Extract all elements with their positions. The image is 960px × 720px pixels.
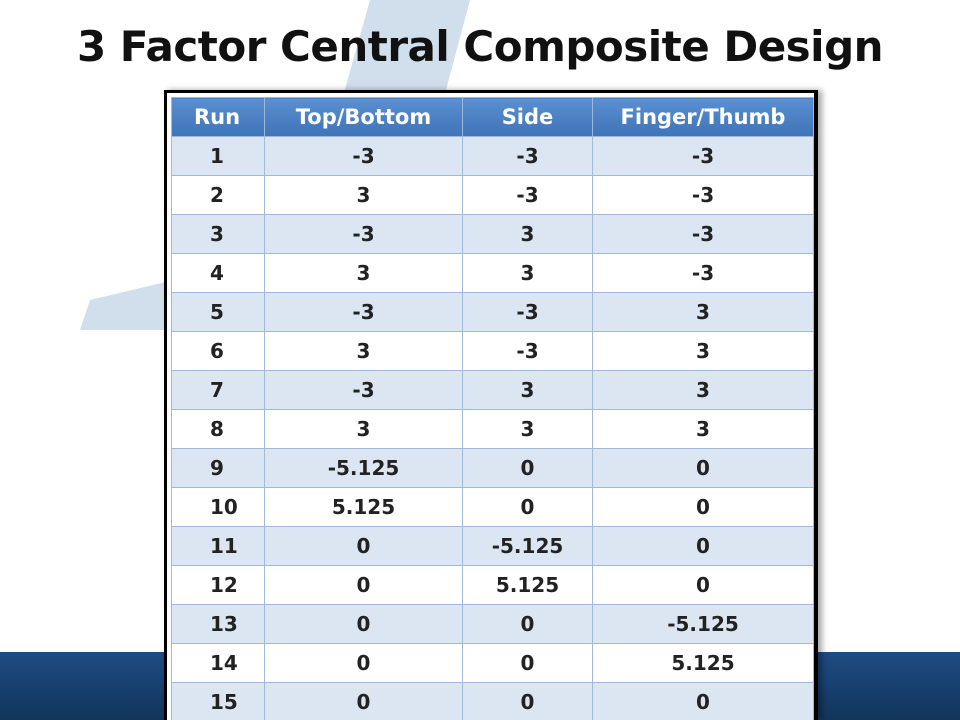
cell-top-bottom: 3 xyxy=(264,253,463,293)
header-finger-thumb: Finger/Thumb xyxy=(592,97,814,137)
cell-run: 2 xyxy=(171,175,265,215)
header-run: Run xyxy=(171,97,265,137)
cell-finger-thumb: 3 xyxy=(592,409,814,449)
cell-top-bottom: -3 xyxy=(264,370,463,410)
design-table: Run Top/Bottom Side Finger/Thumb 1 -3 -3… xyxy=(171,97,814,720)
cell-run: 11 xyxy=(171,526,265,566)
cell-side: -3 xyxy=(462,331,593,371)
table-row: 4 3 3 -3 xyxy=(171,253,814,293)
cell-finger-thumb: -3 xyxy=(592,136,814,176)
cell-finger-thumb: 5.125 xyxy=(592,643,814,683)
table-row: 12 0 5.125 0 xyxy=(171,565,814,605)
table-row: 6 3 -3 3 xyxy=(171,331,814,371)
cell-top-bottom: 0 xyxy=(264,643,463,683)
cell-top-bottom: 0 xyxy=(264,565,463,605)
cell-finger-thumb: 3 xyxy=(592,292,814,332)
cell-top-bottom: 3 xyxy=(264,409,463,449)
table-row: 14 0 0 5.125 xyxy=(171,643,814,683)
table-row: 13 0 0 -5.125 xyxy=(171,604,814,644)
cell-side: 3 xyxy=(462,409,593,449)
table-row: 2 3 -3 -3 xyxy=(171,175,814,215)
table-row: 11 0 -5.125 0 xyxy=(171,526,814,566)
table-header-row: Run Top/Bottom Side Finger/Thumb xyxy=(171,97,814,137)
table-row: 9 -5.125 0 0 xyxy=(171,448,814,488)
cell-top-bottom: 0 xyxy=(264,682,463,720)
cell-finger-thumb: 0 xyxy=(592,565,814,605)
table-row: 5 -3 -3 3 xyxy=(171,292,814,332)
table-body: 1 -3 -3 -3 2 3 -3 -3 3 -3 3 -3 xyxy=(171,136,814,720)
cell-finger-thumb: 0 xyxy=(592,487,814,527)
cell-run: 1 xyxy=(171,136,265,176)
header-top-bottom: Top/Bottom xyxy=(264,97,463,137)
design-table-frame: Run Top/Bottom Side Finger/Thumb 1 -3 -3… xyxy=(164,90,818,720)
cell-side: 0 xyxy=(462,448,593,488)
table-row: 15 0 0 0 xyxy=(171,682,814,720)
cell-run: 3 xyxy=(171,214,265,254)
cell-finger-thumb: -3 xyxy=(592,175,814,215)
cell-side: 0 xyxy=(462,643,593,683)
cell-top-bottom: -3 xyxy=(264,292,463,332)
cell-side: -3 xyxy=(462,136,593,176)
cell-run: 5 xyxy=(171,292,265,332)
slide-title: 3 Factor Central Composite Design xyxy=(76,22,884,71)
cell-side: -3 xyxy=(462,292,593,332)
cell-finger-thumb: -3 xyxy=(592,253,814,293)
cell-run: 15 xyxy=(171,682,265,720)
cell-side: 0 xyxy=(462,682,593,720)
cell-top-bottom: 3 xyxy=(264,331,463,371)
cell-finger-thumb: 0 xyxy=(592,448,814,488)
table-row: 3 -3 3 -3 xyxy=(171,214,814,254)
cell-top-bottom: 0 xyxy=(264,604,463,644)
cell-side: 5.125 xyxy=(462,565,593,605)
cell-top-bottom: -3 xyxy=(264,136,463,176)
cell-side: -5.125 xyxy=(462,526,593,566)
cell-finger-thumb: 3 xyxy=(592,370,814,410)
cell-run: 7 xyxy=(171,370,265,410)
cell-side: 3 xyxy=(462,370,593,410)
cell-run: 13 xyxy=(171,604,265,644)
cell-top-bottom: 5.125 xyxy=(264,487,463,527)
cell-side: 3 xyxy=(462,214,593,254)
cell-side: 0 xyxy=(462,604,593,644)
cell-side: 0 xyxy=(462,487,593,527)
cell-run: 10 xyxy=(171,487,265,527)
cell-finger-thumb: 3 xyxy=(592,331,814,371)
cell-run: 6 xyxy=(171,331,265,371)
cell-finger-thumb: 0 xyxy=(592,526,814,566)
cell-top-bottom: -3 xyxy=(264,214,463,254)
cell-top-bottom: -5.125 xyxy=(264,448,463,488)
cell-finger-thumb: -3 xyxy=(592,214,814,254)
cell-run: 4 xyxy=(171,253,265,293)
cell-run: 8 xyxy=(171,409,265,449)
cell-run: 9 xyxy=(171,448,265,488)
header-side: Side xyxy=(462,97,593,137)
table-row: 1 -3 -3 -3 xyxy=(171,136,814,176)
cell-top-bottom: 0 xyxy=(264,526,463,566)
cell-finger-thumb: -5.125 xyxy=(592,604,814,644)
cell-side: 3 xyxy=(462,253,593,293)
cell-top-bottom: 3 xyxy=(264,175,463,215)
cell-run: 12 xyxy=(171,565,265,605)
cell-run: 14 xyxy=(171,643,265,683)
table-row: 7 -3 3 3 xyxy=(171,370,814,410)
cell-finger-thumb: 0 xyxy=(592,682,814,720)
cell-side: -3 xyxy=(462,175,593,215)
table-row: 8 3 3 3 xyxy=(171,409,814,449)
table-row: 10 5.125 0 0 xyxy=(171,487,814,527)
